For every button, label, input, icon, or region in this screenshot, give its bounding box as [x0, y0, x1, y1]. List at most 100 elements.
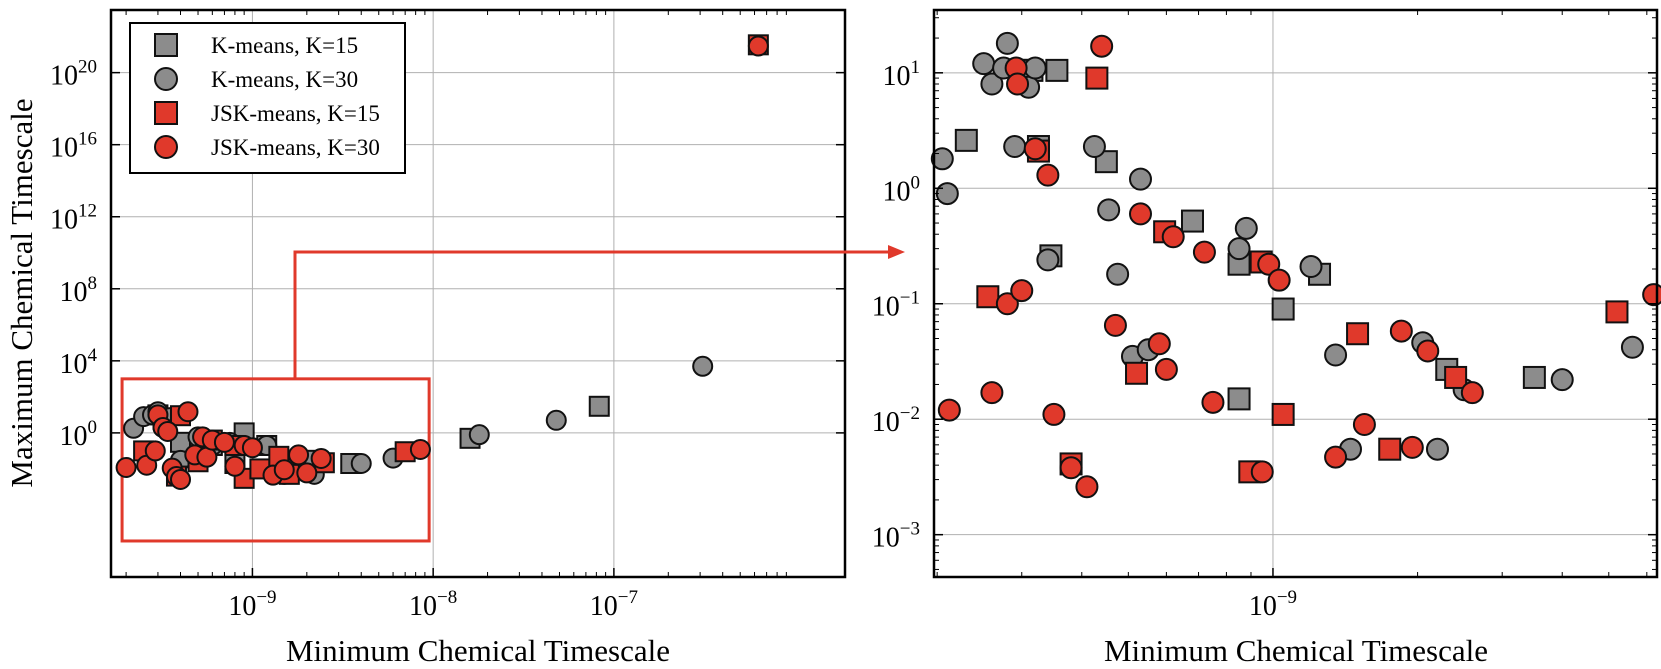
tick-exponent: 1 [911, 57, 921, 78]
data-point-circle [1036, 248, 1060, 272]
legend-marker-square [154, 33, 178, 57]
left-data-points [115, 34, 769, 490]
data-point-circle [170, 468, 192, 490]
data-point-circle [288, 444, 310, 466]
left-y-tick-label: 104 [60, 345, 98, 380]
data-point-square [976, 285, 1000, 309]
data-point-circle [157, 420, 179, 442]
data-point-circle [468, 424, 490, 446]
data-point-circle [1090, 34, 1114, 58]
data-point-circle [1460, 381, 1484, 405]
legend-marker-circle [154, 67, 178, 91]
data-point-circle [310, 447, 332, 469]
tick-exponent: 0 [911, 172, 921, 193]
data-point-circle [1620, 335, 1644, 359]
tick-exponent: −7 [618, 587, 638, 608]
data-point-circle [1234, 216, 1258, 240]
data-point-circle [1550, 368, 1574, 392]
data-point-circle [1059, 456, 1083, 480]
data-point-square [1605, 300, 1629, 324]
data-point-circle [241, 437, 263, 459]
tick-base: 10 [60, 421, 88, 452]
zoom-arrow-line [293, 250, 890, 379]
left-y-tick-label: 1012 [50, 201, 97, 236]
data-point-circle [1352, 412, 1376, 436]
left-x-tick-label: 10−9 [228, 587, 276, 622]
tick-exponent: −1 [900, 288, 920, 309]
data-point-circle [1267, 268, 1291, 292]
tick-base: 10 [872, 407, 900, 438]
data-point-circle [1161, 225, 1185, 249]
tick-base: 10 [228, 591, 256, 622]
tick-exponent: 12 [78, 201, 97, 222]
left-y-axis-label: Maximum Chemical Timescale [4, 98, 39, 487]
data-point-circle [350, 452, 372, 474]
data-point-circle [1006, 72, 1030, 96]
tick-base: 10 [60, 277, 88, 308]
legend-label: K-means, K=30 [211, 67, 358, 92]
data-point-circle [1147, 332, 1171, 356]
data-point-square [1180, 209, 1204, 233]
data-point-circle [1400, 435, 1424, 459]
data-point-circle [1642, 283, 1661, 307]
left-y-tick-label: 108 [60, 273, 98, 308]
data-point-circle [935, 182, 959, 206]
legend: K-means, K=15 K-means, K=30 JSK-means, K=1… [129, 22, 406, 174]
tick-exponent: 4 [88, 345, 98, 366]
data-point-circle [980, 381, 1004, 405]
tick-exponent: 16 [78, 129, 97, 150]
data-point-square [1227, 387, 1251, 411]
tick-base: 10 [872, 523, 900, 554]
data-point-circle [177, 401, 199, 423]
tick-base: 10 [883, 176, 911, 207]
tick-exponent: 0 [88, 417, 98, 438]
tick-base: 10 [883, 61, 911, 92]
tick-base: 10 [409, 591, 437, 622]
data-point-circle [937, 398, 961, 422]
right-y-tick-label: 10−3 [872, 519, 920, 554]
tick-base: 10 [60, 349, 88, 380]
right-plot-frame [932, 8, 1659, 579]
left-y-tick-label: 100 [60, 417, 98, 452]
left-x-tick-label: 10−8 [409, 587, 457, 622]
legend-marker-square [154, 101, 178, 125]
tick-exponent: −2 [900, 403, 920, 424]
data-point-circle [1324, 445, 1348, 469]
tick-base: 10 [590, 591, 618, 622]
tick-base: 10 [50, 61, 78, 92]
data-point-square [1378, 437, 1402, 461]
data-point-circle [1003, 135, 1027, 159]
data-point-circle [1036, 163, 1060, 187]
tick-base: 10 [1249, 591, 1277, 622]
tick-exponent: 8 [88, 273, 98, 294]
data-point-circle [1128, 167, 1152, 191]
right-y-tick-label: 10−2 [872, 403, 920, 438]
data-point-circle [1023, 137, 1047, 161]
data-point-circle [1128, 202, 1152, 226]
data-point-circle [213, 431, 235, 453]
tick-exponent: −9 [256, 587, 276, 608]
data-point-circle [1082, 135, 1106, 159]
data-point-circle [409, 438, 431, 460]
legend-marker-circle [154, 135, 178, 159]
left-y-tick-label: 1016 [50, 129, 97, 164]
data-point-square [1271, 297, 1295, 321]
data-point-circle [545, 409, 567, 431]
data-point-circle [273, 459, 295, 481]
data-point-circle [1042, 402, 1066, 426]
data-point-circle [1257, 252, 1281, 276]
tick-base: 10 [50, 205, 78, 236]
data-point-circle [1023, 56, 1047, 80]
data-point-circle [296, 462, 318, 484]
data-point-square [588, 395, 610, 417]
right-x-tick-label: 10−9 [1249, 587, 1297, 622]
data-point-circle [1416, 339, 1440, 363]
data-point-circle [747, 35, 769, 57]
data-point-square [1085, 66, 1109, 90]
left-y-tick-label: 1020 [50, 57, 97, 92]
data-point-circle [1324, 343, 1348, 367]
data-point-circle [144, 440, 166, 462]
